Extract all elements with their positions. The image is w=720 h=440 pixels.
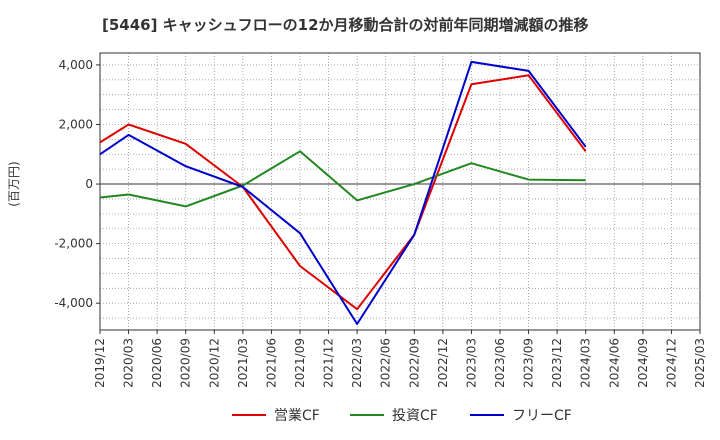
y-tick-label: 4,000 [59, 58, 93, 72]
legend-label: フリーCF [512, 408, 572, 424]
x-tick-label: 2023/06 [493, 338, 507, 388]
x-tick-label: 2020/03 [122, 338, 136, 388]
y-tick-label: 0 [85, 177, 93, 191]
x-tick-label: 2022/03 [350, 338, 364, 388]
x-tick-label: 2023/03 [464, 338, 478, 388]
chart-title: [5446] キャッシュフローの12か月移動合計の対前年同期増減額の推移 [102, 16, 589, 34]
x-tick-label: 2019/12 [93, 338, 107, 388]
x-tick-label: 2021/03 [236, 338, 250, 388]
legend-label: 投資CF [392, 408, 438, 424]
series-line [99, 60, 587, 325]
y-axis-label: (百万円) [7, 161, 21, 206]
x-tick-label: 2021/12 [322, 338, 336, 388]
y-tick-label: -4,000 [54, 296, 93, 310]
x-tick-label: 2021/06 [264, 338, 278, 388]
x-tick-label: 2023/09 [522, 338, 536, 388]
x-tick-label: 2024/03 [579, 338, 593, 388]
x-tick-label: 2024/12 [664, 338, 678, 388]
plot-frame [99, 52, 701, 331]
y-tick-label: 2,000 [59, 117, 93, 131]
x-tick-label: 2020/12 [207, 338, 221, 388]
x-tick-label: 2022/12 [436, 338, 450, 388]
x-tick-label: 2022/06 [379, 338, 393, 388]
x-tick-label: 2022/09 [407, 338, 421, 388]
grid [99, 53, 701, 330]
x-tick-label: 2024/06 [607, 338, 621, 388]
legend: 営業CF 投資CF フリーCF [232, 408, 572, 424]
series-line [99, 74, 587, 311]
x-tick-label: 2020/09 [179, 338, 193, 388]
y-tick-label: -2,000 [54, 237, 93, 251]
x-tick-label: 2020/06 [150, 338, 164, 388]
y-axis-ticks: -4,000 -2,000 0 2,000 4,000 [54, 58, 100, 310]
legend-label: 営業CF [274, 408, 320, 424]
x-axis-ticks: 2019/12 2020/03 2020/06 2020/09 2020/12 2021/… [93, 330, 707, 388]
series-lines [99, 60, 587, 325]
x-tick-label: 2025/03 [693, 338, 707, 388]
x-tick-label: 2024/09 [636, 338, 650, 388]
series-line [99, 150, 586, 208]
x-tick-label: 2021/09 [293, 338, 307, 388]
x-tick-label: 2023/12 [550, 338, 564, 388]
